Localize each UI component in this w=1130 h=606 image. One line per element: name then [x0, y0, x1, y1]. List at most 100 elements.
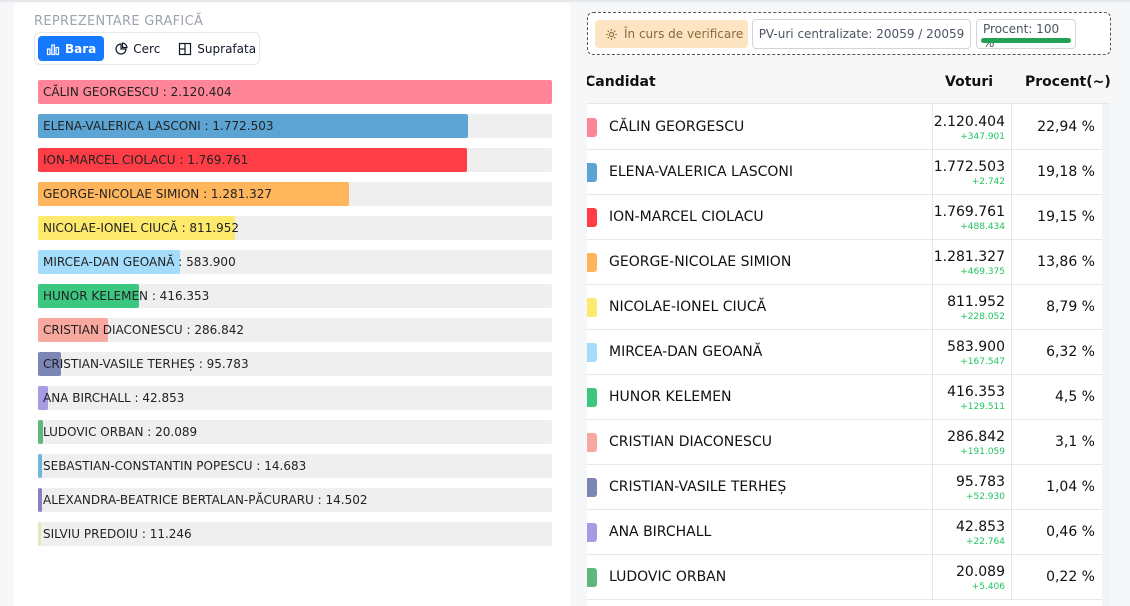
bar[interactable] — [38, 420, 43, 444]
candidate-name: HUNOR KELEMEN — [609, 389, 732, 405]
candidate-color-swatch — [587, 118, 597, 137]
bar[interactable] — [38, 352, 61, 376]
bar-chart: CĂLIN GEORGESCU : 2.120.404 ELENA-VALERIC… — [38, 80, 552, 556]
bar[interactable] — [38, 250, 180, 274]
votes-value: 286.842 — [947, 429, 1005, 445]
pv-count-badge: PV-uri centralizate: 20059 / 20059 — [752, 19, 971, 49]
candidate-color-swatch — [587, 163, 597, 182]
votes-value: 1.281.327 — [933, 249, 1005, 265]
bar-row[interactable]: CRISTIAN-VASILE TERHEȘ : 95.783 — [38, 352, 552, 376]
bar[interactable] — [38, 522, 41, 546]
bar-row[interactable]: CRISTIAN DIACONESCU : 286.842 — [38, 318, 552, 342]
table-row[interactable]: CRISTIAN DIACONESCU 286.842 +191.059 3,1 % — [587, 420, 1110, 465]
bar-label: ION-MARCEL CIOLACU : 1.769.761 — [43, 153, 249, 167]
bar[interactable] — [38, 216, 235, 240]
table-row[interactable]: ELENA-VALERICA LASCONI 1.772.503 +2.742 19,… — [587, 150, 1110, 195]
votes-value: 811.952 — [947, 294, 1005, 310]
table-row[interactable]: CRISTIAN-VASILE TERHEȘ 95.783 +52.930 1,04 … — [587, 465, 1110, 510]
table-row[interactable]: NICOLAE-IONEL CIUCĂ 811.952 +228.052 8,79 % — [587, 285, 1110, 330]
votes-cell: 42.853 +22.764 — [932, 510, 1012, 555]
votes-cell: 811.952 +228.052 — [932, 285, 1012, 330]
candidate-color-swatch — [587, 433, 597, 452]
bar[interactable] — [38, 284, 139, 308]
candidate-name: CRISTIAN DIACONESCU — [609, 434, 772, 450]
percent-progress-fill — [981, 38, 1071, 43]
percent-value: 0,46 % — [1046, 524, 1095, 540]
table-row[interactable]: CĂLIN GEORGESCU 2.120.404 +347.901 22,94 % — [587, 105, 1110, 150]
percent-value: 1,04 % — [1046, 479, 1095, 495]
bar-label: NICOLAE-IONEL CIUCĂ : 811.952 — [43, 221, 240, 235]
table-row[interactable]: HUNOR KELEMEN 416.353 +129.511 4,5 % — [587, 375, 1110, 420]
table-row[interactable]: ION-MARCEL CIOLACU 1.769.761 +488.434 19,15… — [587, 195, 1110, 240]
table-row[interactable]: ANA BIRCHALL 42.853 +22.764 0,46 % — [587, 510, 1110, 555]
votes-delta: +347.901 — [960, 132, 1005, 142]
header-percent[interactable]: Procent(~) — [1025, 74, 1110, 90]
candidate-name: MIRCEA-DAN GEOANĂ — [609, 344, 763, 360]
bar-chart-icon — [46, 43, 60, 55]
candidate-color-swatch — [587, 253, 597, 272]
table-row[interactable]: GEORGE-NICOLAE SIMION 1.281.327 +469.375 13… — [587, 240, 1110, 285]
votes-cell: 95.783 +52.930 — [932, 465, 1012, 510]
candidate-name: NICOLAE-IONEL CIUCĂ — [609, 299, 767, 315]
verification-status-label: În curs de verificare — [624, 27, 744, 41]
candidate-color-swatch — [587, 568, 597, 587]
bar[interactable] — [38, 182, 349, 206]
bar-row[interactable]: SEBASTIAN-CONSTANTIN POPESCU : 14.683 — [38, 454, 552, 478]
percent-value: 0,22 % — [1046, 569, 1095, 585]
votes-cell: 1.772.503 +2.742 — [932, 150, 1012, 195]
votes-value: 1.772.503 — [933, 159, 1005, 175]
bar-row[interactable]: ION-MARCEL CIOLACU : 1.769.761 — [38, 148, 552, 172]
chart-section-title: REPREZENTARE GRAFICĂ — [34, 14, 204, 29]
header-votes[interactable]: Voturi — [945, 74, 994, 90]
candidate-color-swatch — [587, 523, 597, 542]
bar[interactable] — [38, 488, 42, 512]
bar[interactable] — [38, 148, 467, 172]
bar-label: CĂLIN GEORGESCU : 2.120.404 — [43, 85, 232, 99]
header-candidate[interactable]: Candidat — [587, 74, 656, 90]
chart-view-tabs: Bara Cerc Suprafata — [34, 32, 260, 65]
bar-row[interactable]: GEORGE-NICOLAE SIMION : 1.281.327 — [38, 182, 552, 206]
votes-delta: +191.059 — [960, 447, 1005, 457]
pie-chart-icon — [115, 41, 128, 55]
bar-row[interactable]: CĂLIN GEORGESCU : 2.120.404 — [38, 80, 552, 104]
table-row[interactable]: MIRCEA-DAN GEOANĂ 583.900 +167.547 6,32 % — [587, 330, 1110, 375]
votes-delta: +469.375 — [960, 267, 1005, 277]
bar-row[interactable]: LUDOVIC ORBAN : 20.089 — [38, 420, 552, 444]
bar-label: LUDOVIC ORBAN : 20.089 — [43, 425, 198, 439]
bar[interactable] — [38, 454, 42, 478]
bar-label: GEORGE-NICOLAE SIMION : 1.281.327 — [43, 187, 272, 201]
candidate-name: CRISTIAN-VASILE TERHEȘ — [609, 479, 787, 495]
votes-cell: 416.353 +129.511 — [932, 375, 1012, 420]
candidate-name: CĂLIN GEORGESCU — [609, 119, 745, 135]
bar-row[interactable]: ANA BIRCHALL : 42.853 — [38, 386, 552, 410]
candidate-color-swatch — [587, 343, 597, 362]
bar-row[interactable]: NICOLAE-IONEL CIUCĂ : 811.952 — [38, 216, 552, 240]
table-scrollbar[interactable] — [1102, 104, 1110, 606]
tab-treemap-chart[interactable]: Suprafata — [170, 36, 264, 61]
bar-label: SILVIU PREDOIU : 11.246 — [43, 527, 192, 541]
votes-delta: +129.511 — [960, 402, 1005, 412]
percent-value: 8,79 % — [1046, 299, 1095, 315]
candidate-color-swatch — [587, 478, 597, 497]
candidate-name: ELENA-VALERICA LASCONI — [609, 164, 794, 180]
bar-row[interactable]: SILVIU PREDOIU : 11.246 — [38, 522, 552, 546]
bar-row[interactable]: ALEXANDRA-BEATRICE BERTALAN-PĂCURARU : 1… — [38, 488, 552, 512]
votes-value: 2.120.404 — [933, 114, 1005, 130]
bar-row[interactable]: ELENA-VALERICA LASCONI : 1.772.503 — [38, 114, 552, 138]
bar[interactable] — [38, 114, 468, 138]
tab-pie-chart[interactable]: Cerc — [106, 36, 168, 61]
bar-row[interactable]: HUNOR KELEMEN : 416.353 — [38, 284, 552, 308]
tab-pie-chart-label: Cerc — [133, 41, 161, 56]
percent-value: 13,86 % — [1037, 254, 1095, 270]
bar[interactable] — [38, 80, 552, 104]
votes-delta: +167.547 — [960, 357, 1005, 367]
tab-bar-chart[interactable]: Bara — [38, 36, 105, 61]
percent-value: 22,94 % — [1037, 119, 1095, 135]
bar[interactable] — [38, 386, 48, 410]
percent-value: 19,15 % — [1037, 209, 1095, 225]
bar-row[interactable]: MIRCEA-DAN GEOANĂ : 583.900 — [38, 250, 552, 274]
candidate-color-swatch — [587, 298, 597, 317]
table-row[interactable]: LUDOVIC ORBAN 20.089 +5.406 0,22 % — [587, 555, 1110, 600]
bar[interactable] — [38, 318, 108, 342]
